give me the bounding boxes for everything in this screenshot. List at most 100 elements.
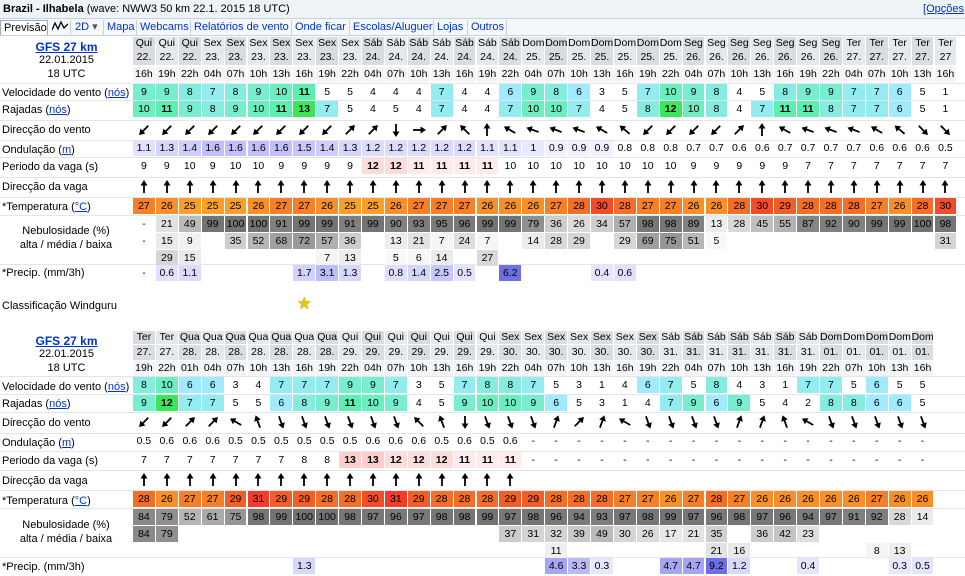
wind-direction-cell: [362, 121, 384, 139]
tab-escolas[interactable]: Escolas/Aluguer: [350, 20, 434, 35]
temperature-cell: 26: [888, 198, 911, 214]
tab-2d[interactable]: 2D ▾: [72, 20, 104, 35]
gust-cell: 7: [751, 101, 774, 117]
label-gusts-unit-link[interactable]: nós: [49, 398, 67, 410]
wave-arrow-icon: [461, 180, 469, 193]
label-temperature-unit-link[interactable]: °C: [74, 201, 88, 213]
hour-cell: 07h: [545, 361, 568, 376]
precip-cell: [362, 265, 384, 281]
day-cell: Sáb: [384, 37, 407, 50]
label-temperature-unit-link[interactable]: °C: [74, 495, 88, 507]
cloud-high-cell: 97: [407, 509, 430, 525]
day-cell: Dom: [888, 331, 911, 344]
wave-direction-cell: [362, 471, 384, 489]
model-name-link[interactable]: GFS 27 km: [35, 40, 98, 54]
wave-arrow-icon: [209, 473, 217, 486]
wave-period-cell: 12: [407, 452, 430, 468]
label-gusts-unit-link[interactable]: nós: [49, 104, 67, 116]
temperature-cell: 30: [934, 198, 957, 214]
wind-speed-cell: 3: [599, 86, 605, 98]
wave-period-cell: 9: [301, 160, 308, 172]
tab-webcams[interactable]: Webcams: [137, 20, 191, 35]
wave-height-cell: 0.9: [568, 141, 590, 156]
wave-height-cell: 0.6: [411, 435, 427, 447]
date-cell: 28.: [293, 345, 316, 360]
wave-period-cell: 9: [782, 160, 789, 172]
date-cell: 26.: [751, 50, 774, 65]
tab-previsao[interactable]: Previsão: [0, 20, 48, 35]
precip-cell: [751, 558, 773, 574]
wave-arrow-icon: [735, 180, 743, 193]
day-cell: Sex: [201, 37, 224, 50]
tab-outros[interactable]: Outros: [468, 20, 507, 35]
wave-period-cell: 7: [163, 454, 170, 466]
hour-cell: 16h: [453, 67, 476, 82]
gust-cell: 12: [155, 395, 178, 411]
wind-speed-cell: 8: [705, 84, 728, 100]
date-cell: 26.: [797, 50, 819, 65]
cloud-mid-cell: 29: [568, 233, 590, 249]
gust-cell: 1: [942, 103, 949, 115]
wave-arrow-icon: [254, 473, 262, 486]
wind-arrow-icon: [736, 415, 744, 428]
cloud-mid-cell: 31: [934, 233, 957, 249]
wind-direction-cell: [889, 121, 911, 139]
wave-height-cell: 0.5: [938, 142, 953, 154]
cloud-mid-cell: 35: [224, 233, 247, 249]
wave-direction-cell: [408, 471, 430, 489]
temperature-cell: 25: [178, 198, 201, 214]
cloud-high-cell: 91: [270, 216, 293, 232]
wind-arrow-icon: [436, 125, 447, 135]
temperature-cell: 28: [797, 198, 819, 214]
precip-cell: [248, 558, 270, 574]
wind-direction-cell: [866, 121, 888, 139]
wave-arrow-icon: [415, 473, 423, 486]
model-name-link[interactable]: GFS 27 km: [35, 334, 98, 348]
label-wind-speed-unit-link[interactable]: nós: [107, 381, 126, 393]
label-gusts-text: Rajadas: [2, 398, 43, 410]
wave-period-cell: -: [623, 454, 627, 466]
cloud-low-cell: 14: [430, 250, 453, 266]
wave-arrow-icon: [483, 180, 491, 193]
wave-height-cell: 1.1: [476, 141, 499, 156]
wave-arrow-icon: [506, 180, 514, 193]
tab-mapa[interactable]: Mapa: [104, 20, 137, 35]
cloud-high-cell: 98: [522, 509, 545, 525]
cloud-mid-cell: [843, 233, 865, 249]
precip-cell: [202, 558, 224, 574]
precip-cell: [522, 558, 544, 574]
wave-period-cell: 9: [141, 160, 147, 172]
wind-speed-cell: 9: [362, 377, 384, 393]
wind-direction-cell: [408, 121, 430, 139]
cloud-low-cell: [202, 543, 224, 559]
wave-direction-cell: [362, 178, 384, 196]
wind-speed-cell: 4: [370, 86, 376, 98]
wind-arrow-icon: [896, 416, 904, 429]
wind-arrow-icon: [253, 125, 264, 135]
row-divider: [0, 433, 965, 434]
precip-cell: [499, 558, 521, 574]
wind-arrow-icon: [824, 126, 837, 133]
wave-height-cell: 0.6: [388, 435, 404, 447]
wave-arrow-icon: [483, 473, 491, 486]
tab-graph-icon[interactable]: [49, 20, 71, 35]
wave-period-cell: 10: [641, 160, 654, 172]
hour-cell: 19h: [797, 361, 819, 376]
label-wave-unit-link[interactable]: m: [61, 144, 72, 156]
label-wave-unit-link[interactable]: m: [61, 437, 72, 449]
cloud-high-cell: 100: [293, 509, 316, 525]
tab-onde-ficar[interactable]: Onde ficar: [292, 20, 350, 35]
wave-height-cell: -: [600, 435, 604, 447]
wave-period-cell: 11: [407, 158, 430, 174]
row-divider: [0, 412, 965, 413]
wind-direction-cell: [797, 413, 819, 431]
wind-arrow-icon: [781, 415, 789, 428]
cloud-high-cell: 99: [316, 216, 339, 232]
wave-period-cell: -: [829, 454, 833, 466]
tab-lojas[interactable]: Lojas: [434, 20, 468, 35]
temperature-cell: 27: [430, 198, 453, 214]
options-link[interactable]: [Opções: [923, 3, 964, 15]
temperature-cell: 28: [453, 491, 476, 507]
tab-relatorios[interactable]: Relatórios de vento: [191, 20, 292, 35]
label-wind-speed-unit-link[interactable]: nós: [107, 87, 126, 99]
